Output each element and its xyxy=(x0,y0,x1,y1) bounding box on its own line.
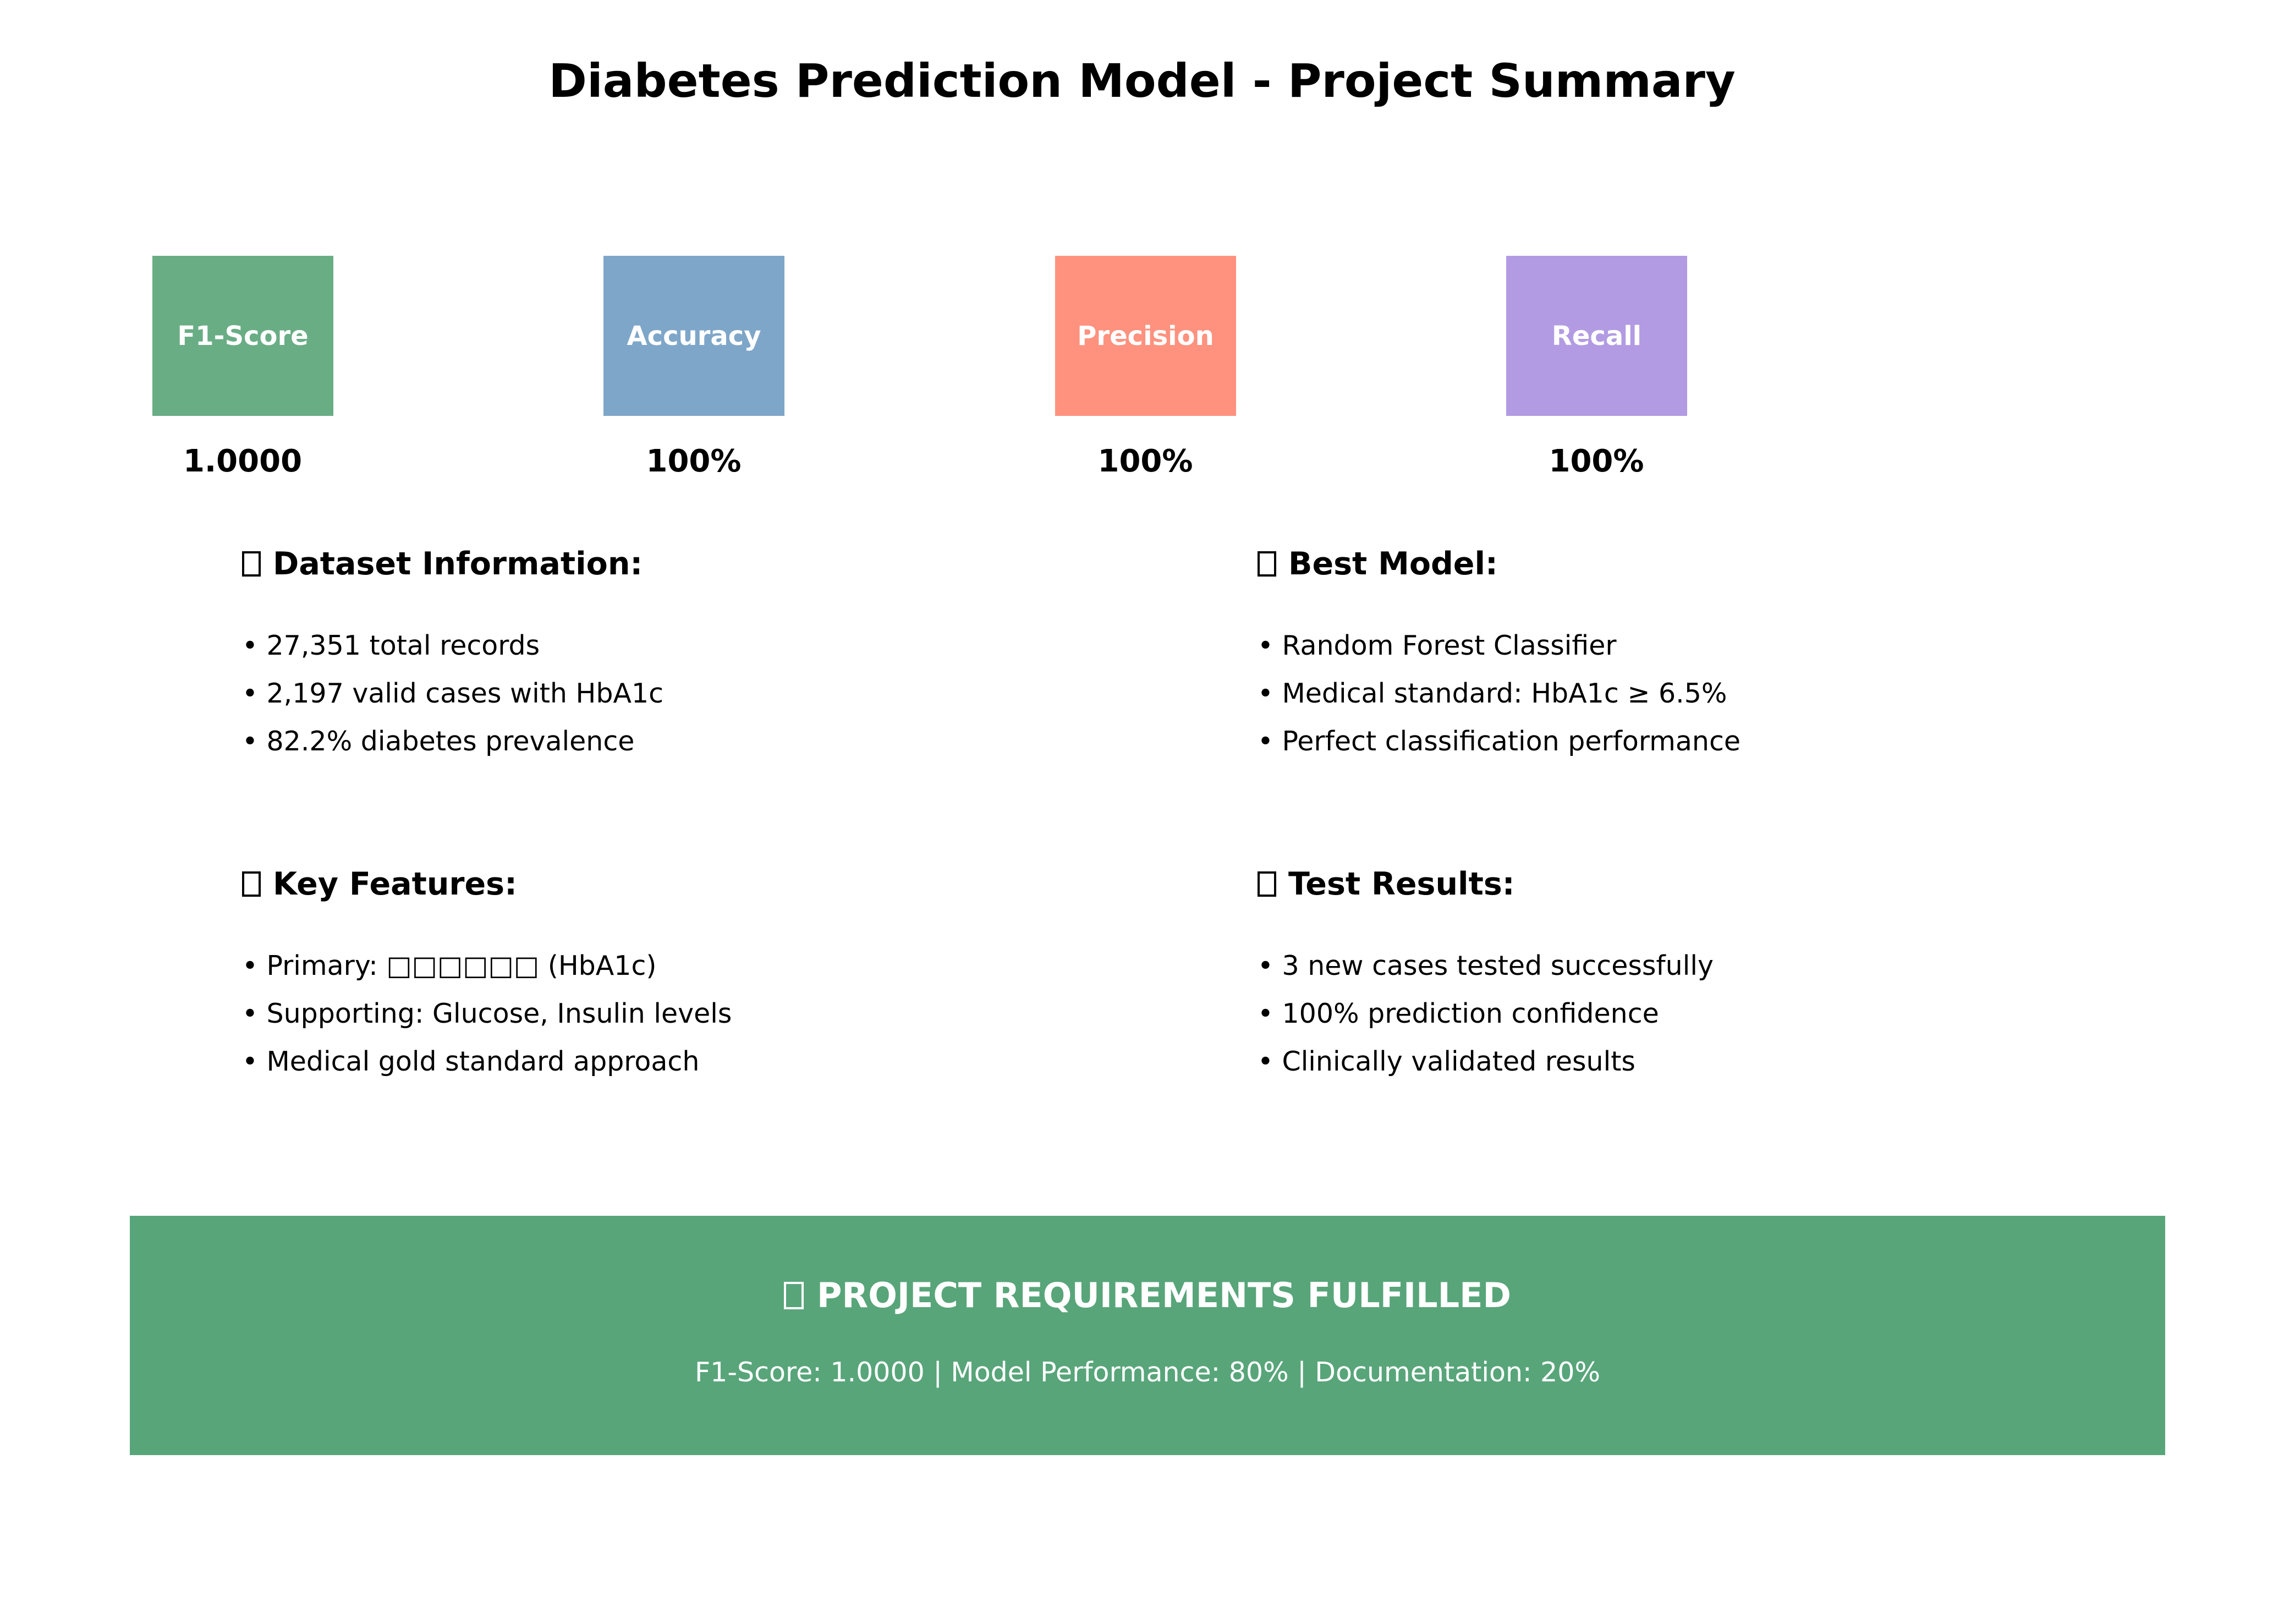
list-item: • 27,351 total records xyxy=(242,630,540,661)
list-item: • Random Forest Classifier xyxy=(1258,630,1617,661)
test-results-heading-text: Test Results: xyxy=(1288,866,1515,902)
metric-label: Recall xyxy=(1551,320,1642,352)
metric-value-recall: 100% xyxy=(1549,443,1644,479)
list-item: • Supporting: Glucose, Insulin levels xyxy=(242,998,732,1029)
square-placeholder-icon xyxy=(242,551,261,577)
list-item: • Perfect classification performance xyxy=(1258,726,1741,757)
test-results-list: • 3 new cases tested successfully • 100%… xyxy=(1258,942,1714,1085)
list-item: • 100% prediction confidence xyxy=(1258,998,1659,1029)
page-title: Diabetes Prediction Model - Project Summ… xyxy=(548,54,1736,108)
square-placeholder-icon xyxy=(784,1282,804,1309)
best-model-list: • Random Forest Classifier • Medical sta… xyxy=(1258,622,1741,765)
dataset-info-list: • 27,351 total records • 2,197 valid cas… xyxy=(242,622,663,765)
metric-label: F1-Score xyxy=(177,320,309,352)
metric-box-precision: Precision xyxy=(1055,256,1236,416)
banner-subtitle: F1-Score: 1.0000 | Model Performance: 80… xyxy=(694,1357,1601,1388)
list-item: • 82.2% diabetes prevalence xyxy=(242,726,635,757)
best-model-heading-text: Best Model: xyxy=(1288,546,1498,582)
square-placeholder-icon xyxy=(242,871,261,897)
key-features-list: • Primary: □□□□□□ (HbA1c) • Supporting: … xyxy=(242,942,732,1085)
metric-label: Accuracy xyxy=(627,320,761,352)
dataset-heading-text: Dataset Information: xyxy=(273,546,643,582)
list-item: • Medical standard: HbA1c ≥ 6.5% xyxy=(1258,678,1727,709)
best-model-section-heading: Best Model: xyxy=(1258,545,1498,583)
banner-title-text: PROJECT REQUIREMENTS FULFILLED xyxy=(817,1275,1511,1315)
banner-title: PROJECT REQUIREMENTS FULFILLED xyxy=(130,1274,2165,1318)
list-item: • Clinically validated results xyxy=(1258,1046,1635,1077)
test-results-section-heading: Test Results: xyxy=(1258,865,1515,903)
dataset-section-heading: Dataset Information: xyxy=(242,545,643,583)
metric-label: Precision xyxy=(1077,320,1214,352)
key-features-heading-text: Key Features: xyxy=(273,866,517,902)
list-item: • Medical gold standard approach xyxy=(242,1046,700,1077)
metric-box-f1-score: F1-Score xyxy=(152,256,333,416)
metric-value-accuracy: 100% xyxy=(646,443,742,479)
metric-box-accuracy: Accuracy xyxy=(603,256,784,416)
metric-value-f1-score: 1.0000 xyxy=(183,443,303,479)
metric-box-recall: Recall xyxy=(1506,256,1687,416)
list-item: • Primary: □□□□□□ (HbA1c) xyxy=(242,950,657,981)
list-item: • 2,197 valid cases with HbA1c xyxy=(242,678,664,709)
square-placeholder-icon xyxy=(1258,551,1276,577)
list-item: • 3 new cases tested successfully xyxy=(1258,950,1714,981)
square-placeholder-icon xyxy=(1258,871,1276,897)
requirements-banner: PROJECT REQUIREMENTS FULFILLED F1-Score:… xyxy=(130,1216,2165,1455)
metric-value-precision: 100% xyxy=(1097,443,1193,479)
key-features-section-heading: Key Features: xyxy=(242,865,517,903)
